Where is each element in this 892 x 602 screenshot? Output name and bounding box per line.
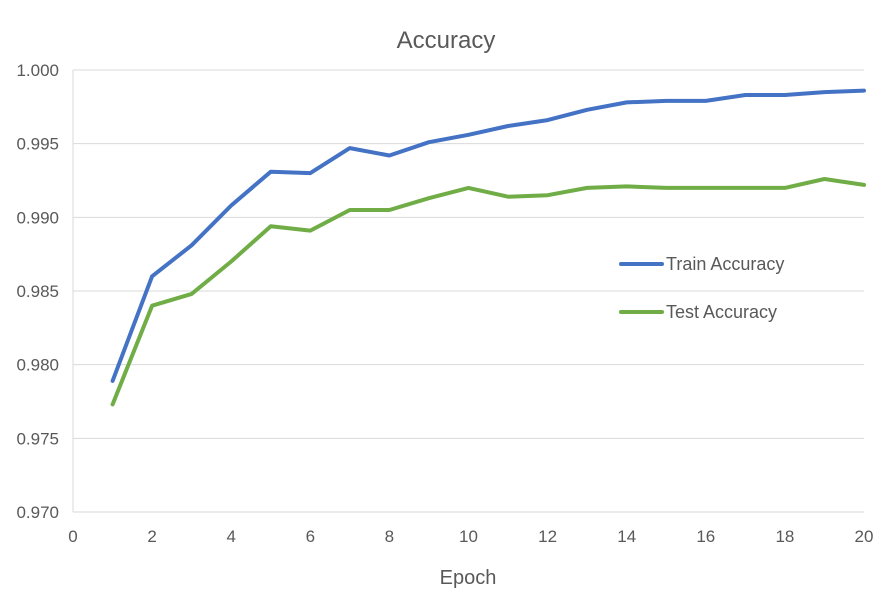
- x-tick-label: 14: [617, 527, 636, 546]
- legend: Train Accuracy Test Accuracy: [619, 254, 784, 322]
- x-axis-title: Epoch: [440, 567, 497, 589]
- y-tick-label: 0.975: [16, 429, 59, 448]
- x-tick-label: 0: [68, 527, 77, 546]
- x-tick-label: 2: [147, 527, 156, 546]
- x-tick-label: 8: [385, 527, 394, 546]
- series-line-test: [110, 177, 866, 407]
- x-tick-label: 18: [775, 527, 794, 546]
- x-tick-label: 4: [226, 527, 235, 546]
- x-tick-label: 20: [855, 527, 874, 546]
- chart-title: Accuracy: [397, 27, 496, 54]
- y-tick-label: 0.990: [16, 208, 59, 227]
- y-tick-label: 0.980: [16, 356, 59, 375]
- gridlines: [73, 69, 864, 513]
- x-tick-label: 12: [538, 527, 557, 546]
- legend-label: Train Accuracy: [666, 254, 784, 274]
- series-lines: [110, 88, 866, 407]
- axes: 0.970 0.975 0.980 0.985 0.990 0.995 1.000 0 2 4 6 8…: [16, 61, 873, 546]
- y-tick-label: 1.000: [16, 61, 59, 80]
- legend-label: Test Accuracy: [666, 302, 777, 322]
- y-tick-label: 0.995: [16, 135, 59, 154]
- x-tick-label: 10: [459, 527, 478, 546]
- series-line-train: [110, 88, 866, 383]
- x-tick-label: 16: [696, 527, 715, 546]
- y-tick-label: 0.970: [16, 503, 59, 522]
- y-tick-label: 0.985: [16, 282, 59, 301]
- x-tick-label: 6: [306, 527, 315, 546]
